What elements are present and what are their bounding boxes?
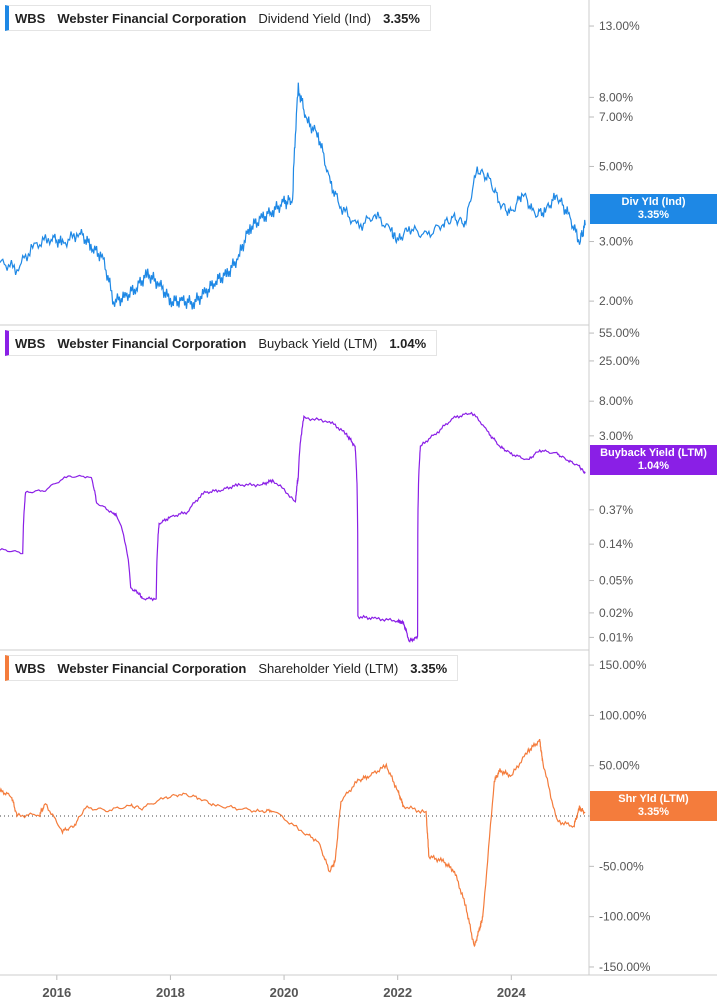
x-tick-label: 2018	[156, 985, 185, 1000]
y-tick-label: -150.00%	[599, 960, 651, 974]
y-tick-label: 0.01%	[599, 630, 633, 644]
y-tick-label: 100.00%	[599, 708, 647, 722]
badge-label: Div Yld (Ind)	[621, 196, 686, 208]
y-tick-label: 2.00%	[599, 294, 633, 308]
legend-company: Webster Financial Corporation	[57, 10, 247, 26]
y-tick-label: 0.37%	[599, 503, 633, 517]
series-line	[0, 82, 586, 310]
y-tick-label: -100.00%	[599, 910, 651, 924]
badge-label: Buyback Yield (LTM)	[600, 447, 707, 459]
legend-metric: Dividend Yield (Ind)	[258, 10, 372, 26]
y-tick-label: 13.00%	[599, 19, 640, 33]
x-tick-label: 2020	[270, 985, 299, 1000]
shareholder-yield-panel: 150.00%100.00%50.00%0.00%-50.00%-100.00%…	[0, 658, 651, 974]
legend-metric: Shareholder Yield (LTM)	[258, 660, 399, 676]
y-tick-label: 5.00%	[599, 159, 633, 173]
y-tick-label: 0.02%	[599, 606, 633, 620]
x-tick-label: 2016	[42, 985, 71, 1000]
value-badge-dividend: Div Yld (Ind) 3.35%	[590, 194, 717, 224]
y-tick-label: 150.00%	[599, 658, 647, 672]
y-tick-label: 7.00%	[599, 110, 633, 124]
x-tick-label: 2022	[383, 985, 412, 1000]
y-tick-label: 3.00%	[599, 235, 633, 249]
legend-value: 3.35%	[383, 10, 420, 26]
y-tick-label: 50.00%	[599, 759, 640, 773]
legend-value: 3.35%	[410, 660, 448, 676]
legend-value: 1.04%	[389, 335, 427, 351]
dividend-yield-panel: 13.00% 8.00% 7.00% 5.00% 3.00% 2.00%	[0, 19, 640, 310]
legend-metric: Buyback Yield (LTM)	[258, 335, 378, 351]
legend-ticker: WBS	[15, 660, 46, 676]
badge-value: 1.04%	[637, 460, 670, 472]
x-axis: 2016 2018 2020 2022 2024	[42, 975, 527, 1000]
x-tick-label: 2024	[497, 985, 527, 1000]
legend-ticker: WBS	[15, 335, 46, 351]
y-tick-label: 0.05%	[599, 574, 633, 588]
series-line	[0, 411, 586, 643]
legend-dividend: WBS Webster Financial Corporation Divide…	[5, 5, 431, 31]
y-tick-label: 3.00%	[599, 429, 633, 443]
badge-label: Shr Yld (LTM)	[618, 793, 689, 805]
badge-value: 3.35%	[637, 209, 670, 221]
legend-shareholder: WBS Webster Financial Corporation Shareh…	[5, 655, 459, 681]
legend-buyback: WBS Webster Financial Corporation Buybac…	[5, 330, 438, 356]
buyback-yield-panel: 55.00% 25.00% 8.00% 3.00% 0.37% 0.14% 0.05% 0.0…	[0, 326, 640, 644]
y-tick-label: 8.00%	[599, 90, 633, 104]
value-badge-buyback: Buyback Yield (LTM) 1.04%	[590, 445, 717, 475]
series-line	[0, 738, 586, 948]
legend-ticker: WBS	[15, 10, 46, 26]
y-tick-label: 0.14%	[599, 537, 633, 551]
badge-value: 3.35%	[637, 806, 670, 818]
y-tick-label: 55.00%	[599, 326, 640, 340]
legend-company: Webster Financial Corporation	[57, 660, 247, 676]
value-badge-shareholder: Shr Yld (LTM) 3.35%	[590, 791, 717, 821]
y-tick-label: 8.00%	[599, 394, 633, 408]
y-tick-label: -50.00%	[599, 859, 644, 873]
legend-company: Webster Financial Corporation	[57, 335, 247, 351]
y-tick-label: 25.00%	[599, 354, 640, 368]
